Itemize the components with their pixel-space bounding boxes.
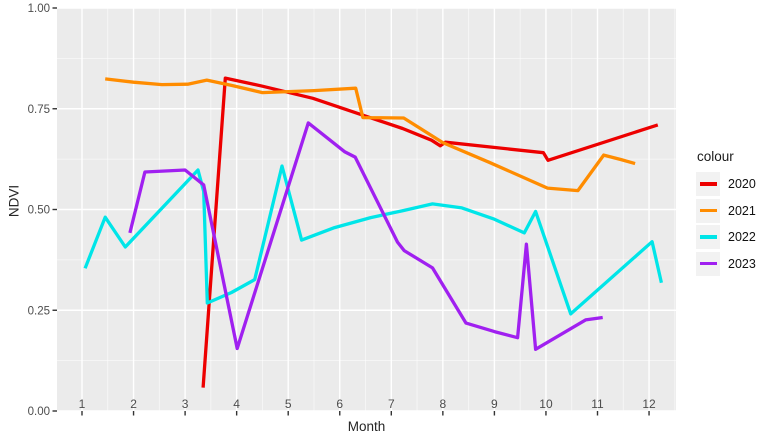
x-tick-label: 10	[539, 397, 553, 411]
legend-key-2022	[696, 225, 720, 249]
legend-key-2020	[696, 172, 720, 196]
x-tick-label: 11	[591, 397, 604, 411]
series-line-2021	[105, 77, 636, 193]
legend-label-2021: 2021	[728, 203, 756, 218]
legend-key-2023	[696, 251, 720, 276]
legend-entry-2022: 2022	[696, 225, 773, 249]
x-tick-label: 4	[233, 397, 240, 411]
x-axis-title: Month	[347, 419, 386, 434]
y-axis-title: NDVI	[6, 184, 22, 218]
series-line-2020	[201, 76, 659, 388]
x-tick-label: 3	[182, 397, 189, 411]
y-tick-label: 1.00	[28, 3, 50, 15]
legend-key-line-2020	[699, 182, 717, 186]
legend-label-2023: 2023	[728, 256, 756, 271]
x-tick-label: 2	[130, 397, 137, 411]
series-line-2022	[83, 164, 664, 316]
series-line-2023	[128, 121, 603, 351]
x-tick-label: 6	[336, 397, 343, 411]
x-tick-label: 1	[79, 397, 86, 411]
legend-key-2021	[696, 198, 720, 223]
y-tick-label: 0.25	[28, 305, 50, 317]
x-tick-label: 12	[642, 397, 656, 411]
x-tick-label: 8	[440, 397, 447, 411]
legend-entry-2020: 2020	[696, 172, 773, 196]
x-tick-label: 7	[388, 397, 395, 411]
y-tick-label: 0.50	[28, 205, 50, 217]
legend-key-line-2022	[699, 235, 717, 239]
x-tick-label: 5	[285, 397, 292, 411]
y-tick-label: 0.00	[28, 406, 50, 418]
legend-label-2022: 2022	[728, 230, 756, 244]
legend-key-line-2023	[699, 261, 717, 266]
y-tick-label: 0.75	[28, 104, 50, 116]
legend-key-line-2021	[699, 208, 717, 213]
legend: colour 2020 2021 2022 2023	[696, 149, 773, 278]
legend-title: colour	[697, 149, 734, 164]
x-tick-label: 9	[491, 397, 498, 411]
legend-entry-2023: 2023	[696, 251, 773, 276]
legend-label-2020: 2020	[728, 177, 756, 191]
legend-entry-2021: 2021	[696, 198, 773, 223]
